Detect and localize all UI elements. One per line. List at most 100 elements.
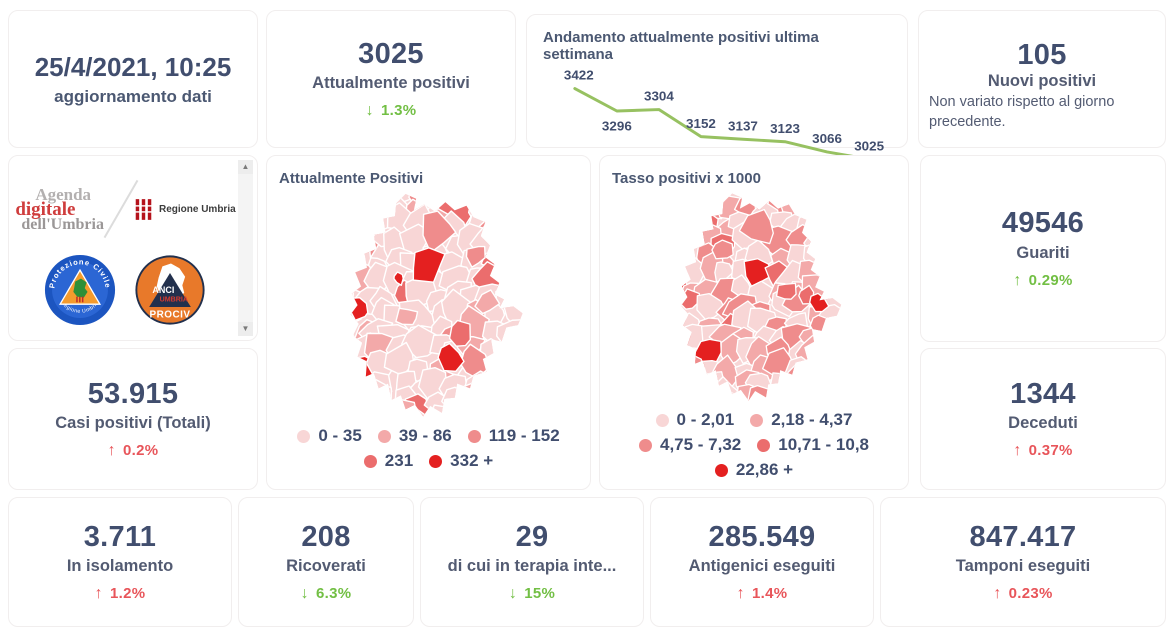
terapia-intensiva-delta: ↓ 15% <box>509 585 555 603</box>
terapia-intensiva-value: 29 <box>515 520 549 553</box>
nuovi-positivi-card: 105 Nuovi positivi Non variato rispetto … <box>918 10 1166 148</box>
svg-text:3296: 3296 <box>602 119 632 134</box>
svg-text:UMBRIA: UMBRIA <box>159 295 187 303</box>
delta-value: 1.4% <box>751 585 788 603</box>
legend-dot <box>429 454 443 468</box>
svg-text:3422: 3422 <box>564 68 594 83</box>
in-isolamento-delta: ↑ 1.2% <box>95 585 146 603</box>
ricoverati-delta: ↓ 6.3% <box>301 585 352 603</box>
arrow-down-icon: ↓ <box>508 585 518 603</box>
svg-text:3152: 3152 <box>686 116 716 131</box>
antigenici-card: 285.549 Antigenici eseguiti ↑ 1.4% <box>650 497 874 627</box>
scrollbar[interactable]: ▲ ▼ <box>238 160 253 336</box>
arrow-up-icon: ↑ <box>94 585 103 603</box>
guariti-value: 49546 <box>1001 207 1085 240</box>
ricoverati-card: 208 Ricoverati ↓ 6.3% <box>238 497 414 627</box>
tamponi-value: 847.417 <box>969 520 1077 553</box>
delta-value: 1.3% <box>380 102 417 120</box>
ricoverati-label: Ricoverati <box>286 557 366 576</box>
update-date-label: aggiornamento dati <box>54 86 212 106</box>
svg-text:3304: 3304 <box>644 89 674 104</box>
legend-item: 4,75 - 7,32 <box>638 435 741 455</box>
antigenici-delta: ↑ 1.4% <box>737 585 788 603</box>
attualmente-positivi-value: 3025 <box>358 37 424 70</box>
attualmente-positivi-delta: ↓ 1.3% <box>366 102 417 120</box>
legend-dot <box>655 413 669 427</box>
legend-dot <box>297 429 311 443</box>
casi-totali-label: Casi positivi (Totali) <box>55 414 211 433</box>
legend-item: 39 - 86 <box>377 426 452 446</box>
legend-item: 10,71 - 10,8 <box>757 435 869 455</box>
scroll-up-button[interactable]: ▲ <box>238 160 253 174</box>
deceduti-card: 1344 Deceduti ↑ 0.37% <box>920 348 1166 490</box>
svg-text:3025: 3025 <box>854 138 884 153</box>
guariti-label: Guariti <box>1016 243 1070 262</box>
terapia-intensiva-card: 29 di cui in terapia inte... ↓ 15% <box>420 497 644 627</box>
map-tasso-legend: 0 - 2,01 2,18 - 4,37 4,75 - 7,32 10,71 -… <box>612 410 896 480</box>
legend-item: 22,86 + <box>714 460 793 480</box>
regione-umbria-banner-icon <box>133 198 153 220</box>
legend-dot <box>714 463 728 477</box>
legend-item: 2,18 - 4,37 <box>750 410 852 430</box>
attualmente-positivi-card: 3025 Attualmente positivi ↓ 1.3% <box>266 10 516 148</box>
legend-item: 231 <box>363 451 413 471</box>
legend-item: 0 - 35 <box>297 426 362 446</box>
scroll-down-button[interactable]: ▼ <box>238 322 253 336</box>
legend-dot <box>377 429 391 443</box>
in-isolamento-value: 3.711 <box>83 520 157 553</box>
update-date-value: 25/4/2021, 10:25 <box>34 51 232 82</box>
legend-dot <box>638 438 652 452</box>
terapia-intensiva-label: di cui in terapia inte... <box>447 557 617 576</box>
nuovi-positivi-label: Nuovi positivi <box>987 72 1097 91</box>
antigenici-label: Antigenici eseguiti <box>688 557 836 576</box>
regione-umbria-logo: Regione Umbria <box>133 198 236 221</box>
institutional-logos: Agenda digitale dell'Umbria Regione Umbr… <box>9 176 240 242</box>
map-tasso-title: Tasso positivi x 1000 <box>612 170 761 187</box>
legend-dot <box>750 413 764 427</box>
guariti-card: 49546 Guariti ↑ 0.29% <box>920 155 1166 342</box>
nuovi-positivi-value: 105 <box>1017 39 1067 71</box>
anci-prociv-logo: ANCI UMBRIA PROCIV <box>134 255 205 325</box>
legend-dot <box>363 454 377 468</box>
ricoverati-value: 208 <box>301 520 351 553</box>
legend-item: 332 + <box>429 451 493 471</box>
trend-chart-title: Andamento attualmente positivi ultima se… <box>543 29 819 63</box>
legend-item: 0 - 2,01 <box>655 410 734 430</box>
tamponi-card: 847.417 Tamponi eseguiti ↑ 0.23% <box>880 497 1166 627</box>
map-attualmente-legend: 0 - 35 39 - 86 119 - 152 231 3 <box>279 426 578 471</box>
arrow-up-icon: ↑ <box>1013 271 1022 289</box>
deceduti-value: 1344 <box>1010 377 1076 410</box>
in-isolamento-card: 3.711 In isolamento ↑ 1.2% <box>8 497 232 627</box>
delta-value: 15% <box>524 585 556 603</box>
deceduti-delta: ↑ 0.37% <box>1013 442 1072 460</box>
map-attualmente-positivi-card: Attualmente Positivi 0 - 35 39 - 86 119 … <box>266 155 591 490</box>
trend-line-chart: 3422 3296 3304 3152 3137 3123 3066 3025 <box>564 68 885 161</box>
tamponi-label: Tamponi eseguiti <box>955 557 1091 576</box>
delta-value: 6.3% <box>315 585 352 603</box>
antigenici-value: 285.549 <box>708 520 816 553</box>
deceduti-label: Deceduti <box>1008 414 1078 433</box>
guariti-delta: ↑ 0.29% <box>1013 272 1072 290</box>
delta-value: 0.29% <box>1028 271 1073 289</box>
legend-dot <box>757 438 771 452</box>
casi-totali-delta: ↑ 0.2% <box>108 442 159 460</box>
delta-value: 1.2% <box>109 585 146 603</box>
svg-text:PROCIV: PROCIV <box>149 309 190 320</box>
svg-text:3066: 3066 <box>812 131 842 146</box>
svg-text:ANCI: ANCI <box>152 285 174 295</box>
arrow-up-icon: ↑ <box>107 442 116 460</box>
casi-totali-card: 53.915 Casi positivi (Totali) ↑ 0.2% <box>8 348 258 490</box>
in-isolamento-label: In isolamento <box>66 557 174 576</box>
map-attualmente-title: Attualmente Positivi <box>279 170 424 187</box>
tamponi-delta: ↑ 0.23% <box>993 585 1052 603</box>
legend-dot <box>467 429 481 443</box>
arrow-up-icon: ↑ <box>736 585 745 603</box>
nuovi-positivi-note: Non variato rispetto al giorno precedent… <box>929 94 1115 130</box>
agenda-digitale-logo: Agenda digitale dell'Umbria <box>15 184 104 233</box>
arrow-down-icon: ↓ <box>365 102 374 120</box>
umbria-choropleth-attualmente-positivi <box>350 194 523 417</box>
attualmente-positivi-label: Attualmente positivi <box>312 74 470 93</box>
delta-value: 0.37% <box>1028 442 1073 460</box>
logos-card: Agenda digitale dell'Umbria Regione Umbr… <box>8 155 258 341</box>
